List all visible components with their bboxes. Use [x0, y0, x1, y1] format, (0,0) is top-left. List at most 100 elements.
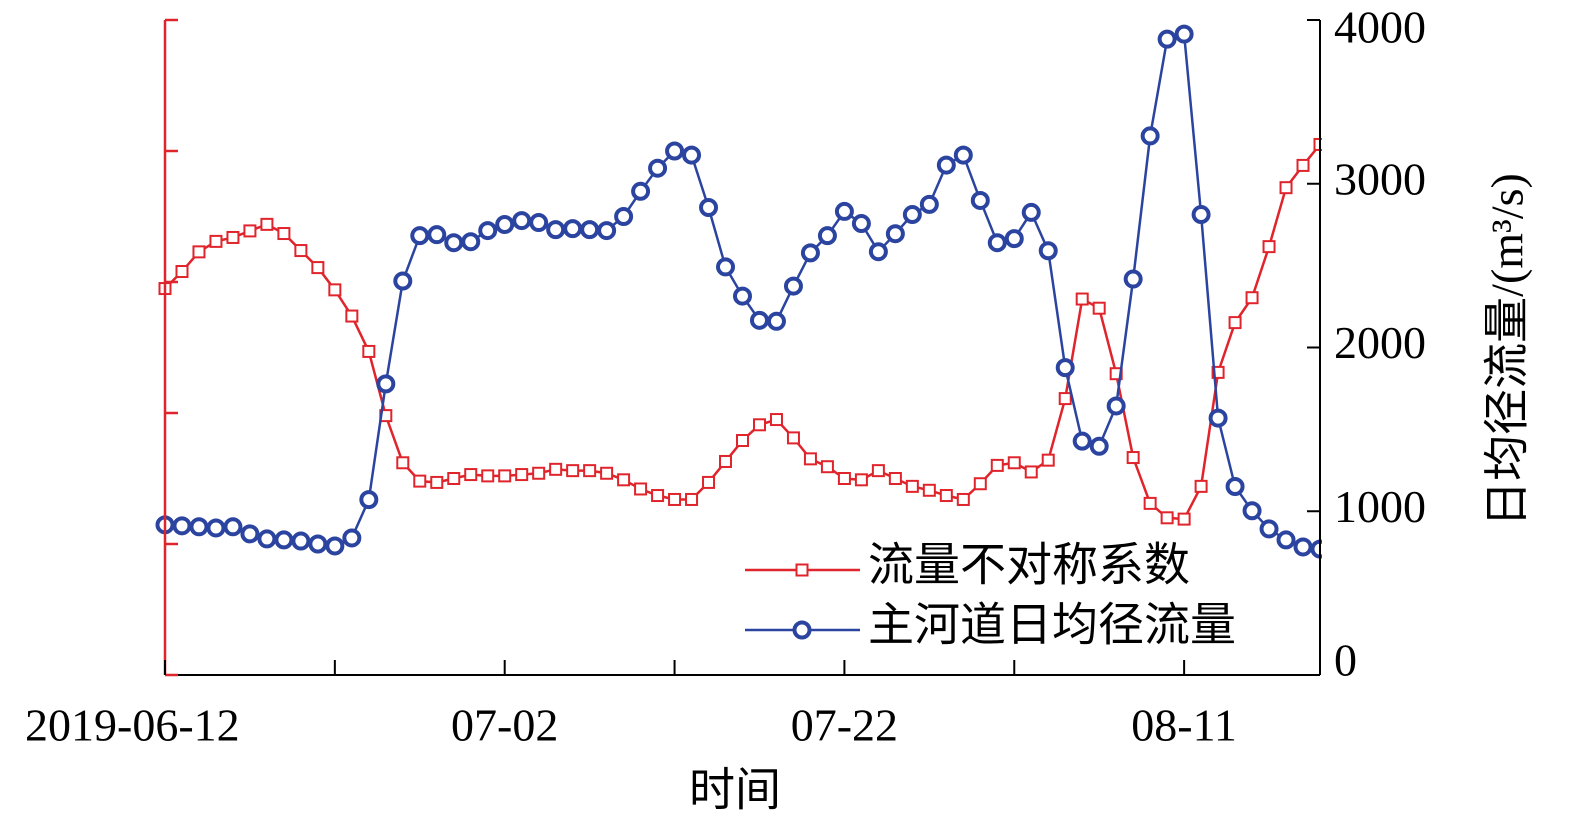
marker — [1245, 291, 1259, 305]
marker — [1089, 436, 1109, 456]
marker — [600, 466, 614, 480]
marker — [617, 473, 631, 487]
marker — [532, 466, 546, 480]
marker — [498, 469, 512, 483]
marker — [1092, 301, 1106, 315]
marker — [495, 215, 515, 235]
marker — [1126, 451, 1140, 465]
marker — [1262, 240, 1276, 254]
marker — [634, 482, 648, 496]
marker — [1208, 408, 1228, 428]
marker — [749, 310, 769, 330]
marker — [939, 489, 953, 503]
marker — [1160, 511, 1174, 525]
marker — [668, 492, 682, 506]
marker — [1174, 24, 1194, 44]
marker — [1211, 365, 1225, 379]
marker — [733, 286, 752, 306]
marker — [294, 244, 308, 258]
marker — [464, 468, 478, 482]
marker — [481, 469, 495, 483]
marker — [260, 217, 274, 231]
marker — [274, 530, 294, 550]
marker — [631, 181, 651, 201]
marker — [206, 518, 226, 538]
marker — [396, 456, 410, 470]
marker — [1143, 496, 1157, 510]
marker — [871, 464, 885, 478]
marker — [223, 517, 243, 537]
marker — [342, 528, 362, 548]
marker — [328, 283, 342, 297]
marker — [172, 516, 192, 536]
marker — [682, 145, 702, 165]
marker — [648, 158, 668, 178]
marker — [665, 141, 685, 161]
marker — [175, 265, 189, 279]
legend-marker — [792, 620, 812, 640]
marker — [308, 534, 328, 554]
marker — [1140, 126, 1160, 146]
marker — [413, 474, 427, 488]
marker — [546, 220, 566, 240]
marker — [311, 261, 325, 275]
marker — [189, 517, 209, 537]
marker — [702, 475, 716, 489]
marker — [243, 224, 257, 238]
marker — [580, 220, 600, 240]
marker — [987, 233, 1007, 253]
marker — [1279, 181, 1293, 195]
y2-tick-label: 2000 — [1334, 317, 1426, 368]
marker — [583, 464, 597, 478]
marker — [1177, 512, 1191, 526]
plot-area — [155, 24, 1322, 559]
marker — [752, 418, 766, 432]
series-line — [164, 143, 1321, 521]
marker — [837, 472, 851, 485]
marker — [1024, 465, 1038, 479]
marker — [854, 473, 868, 487]
marker — [973, 477, 987, 491]
y2-tick-label: 3000 — [1334, 153, 1426, 204]
marker — [803, 452, 817, 466]
y2-tick-label: 0 — [1334, 635, 1357, 686]
marker — [888, 472, 902, 485]
marker — [240, 524, 260, 544]
marker — [1228, 316, 1242, 330]
marker — [1072, 431, 1092, 451]
legend-label: 主河道日均径流量 — [868, 600, 1236, 651]
marker — [566, 464, 580, 478]
marker — [447, 472, 461, 485]
marker — [1296, 158, 1310, 172]
y2-tick-label: 4000 — [1334, 2, 1426, 53]
marker — [1021, 202, 1041, 222]
marker — [970, 190, 990, 210]
marker — [851, 214, 871, 234]
marker — [905, 479, 919, 493]
marker — [699, 197, 719, 217]
marker — [1007, 456, 1021, 470]
marker — [1055, 358, 1075, 378]
marker — [1041, 453, 1055, 467]
marker — [1038, 241, 1058, 261]
marker — [834, 201, 854, 221]
marker — [922, 483, 936, 497]
marker — [376, 374, 396, 394]
marker — [1194, 479, 1208, 493]
marker — [716, 257, 736, 277]
marker — [549, 462, 563, 476]
marker — [800, 243, 820, 263]
y2-tick-label: 1000 — [1334, 481, 1426, 532]
marker — [444, 233, 464, 253]
marker — [766, 311, 786, 331]
marker — [325, 536, 345, 556]
marker — [651, 489, 665, 503]
legend-label: 流量不对称系数 — [868, 540, 1190, 591]
marker — [817, 226, 837, 246]
marker — [885, 224, 905, 244]
marker — [515, 468, 529, 482]
marker — [226, 230, 240, 244]
marker — [359, 490, 379, 510]
marker — [478, 221, 498, 241]
